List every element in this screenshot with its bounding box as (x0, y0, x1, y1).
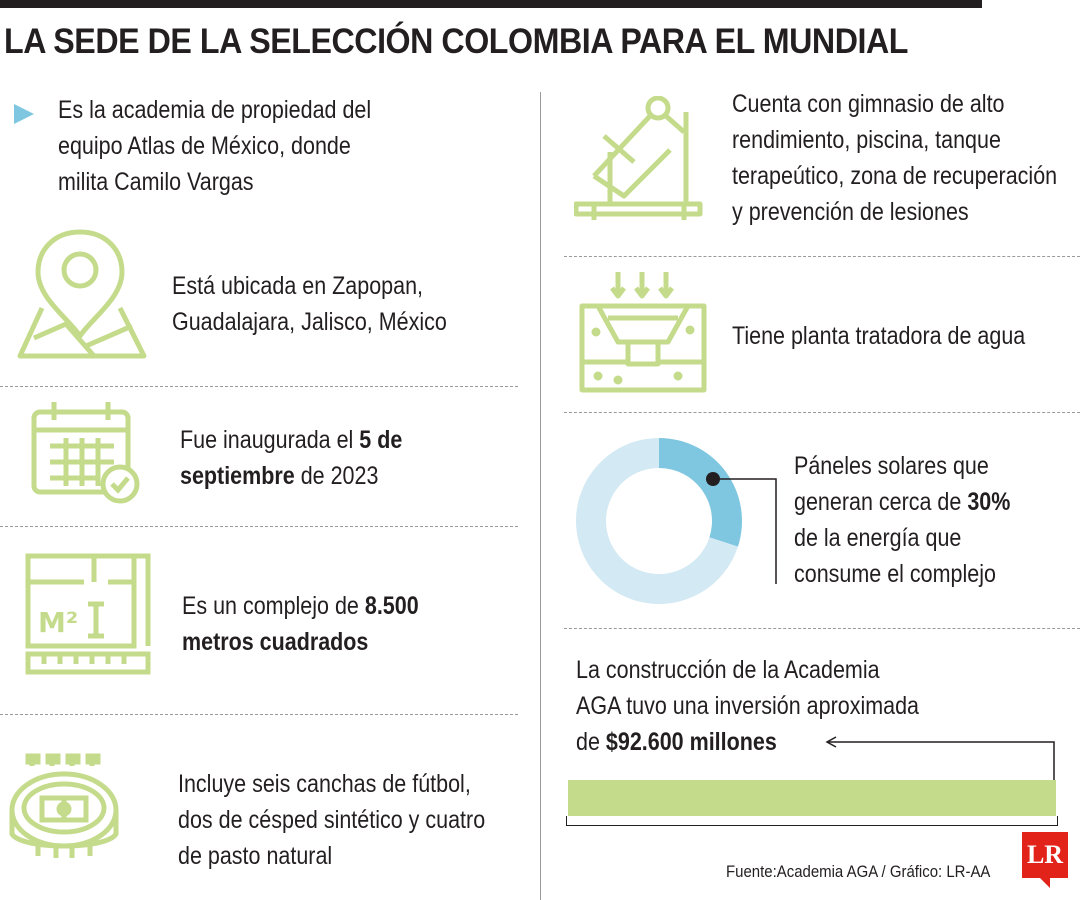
investment-amount: $92.600 millones (605, 728, 777, 756)
lr-logo-tail (1040, 878, 1050, 888)
divider (0, 714, 518, 715)
inauguration-line-2: septiembre de 2023 (180, 458, 402, 494)
water-text: Tiene planta tratadora de agua (732, 322, 1026, 350)
gym-line-4: y prevención de lesiones (732, 198, 969, 226)
gym-line-3: terapeútico, zona de recuperación (732, 162, 1058, 190)
inauguration-text: Fue inaugurada el 5 de septiembre de 202… (180, 422, 402, 494)
area-line-1-text: Es un complejo de (182, 592, 365, 620)
area-line-2: metros cuadrados (182, 624, 419, 660)
inauguration-month: septiembre (180, 462, 295, 490)
fields-line-2: dos de césped sintético y cuatro (178, 806, 486, 834)
investment-line-3-text: de (576, 728, 606, 756)
location-text: Está ubicada en Zapopan, Guadalajara, Ja… (172, 268, 447, 340)
fields-text: Incluye seis canchas de fútbol, dos de c… (178, 766, 485, 874)
intro-line-3: milita Camilo Vargas (58, 168, 254, 196)
area-text: Es un complejo de 8.500 metros cuadrados (182, 588, 419, 660)
column-divider (540, 92, 541, 900)
solar-line-2: generan cerca de 30% (794, 484, 1010, 520)
investment-line-3: de $92.600 millones (576, 724, 919, 760)
location-line-2: Guadalajara, Jalisco, México (172, 308, 447, 336)
area-line-1: Es un complejo de 8.500 (182, 588, 419, 624)
gym-line-1: Cuenta con gimnasio de alto (732, 90, 1005, 118)
divider (0, 386, 518, 387)
investment-text: La construcción de la Academia AGA tuvo … (576, 652, 919, 760)
donut-slice-solar (659, 438, 742, 547)
stadium-icon (8, 752, 120, 864)
svg-text:M²: M² (38, 606, 78, 639)
intro-line-1: Es la academia de propiedad del (58, 96, 372, 124)
floor-plan-icon: M² (24, 552, 154, 678)
inauguration-date: 5 de (359, 426, 403, 454)
page-title: LA SEDE DE LA SELECCIÓN COLOMBIA PARA EL… (4, 22, 908, 61)
lr-logo: LR (1022, 832, 1068, 878)
intro-line-2: equipo Atlas de México, donde (58, 132, 351, 160)
intro-text: Es la academia de propiedad del equipo A… (58, 92, 371, 200)
triangle-bullet-icon (14, 104, 34, 124)
solar-percentage: 30% (967, 488, 1011, 516)
top-rule (0, 0, 982, 8)
fields-line-3: de pasto natural (178, 842, 333, 870)
inauguration-year: de 2023 (294, 462, 379, 490)
inauguration-line-1: Fue inaugurada el 5 de (180, 422, 402, 458)
investment-line-1: La construcción de la Academia (576, 656, 880, 684)
solar-text: Páneles solares que generan cerca de 30%… (794, 448, 1010, 592)
source-credit: Fuente:Academia AGA / Gráfico: LR-AA (726, 862, 991, 881)
gym-line-2: rendimiento, piscina, tanque (732, 126, 1001, 154)
calendar-check-icon (30, 400, 144, 504)
investment-arrow-icon (824, 734, 1056, 782)
solar-line-1: Páneles solares que (794, 452, 989, 480)
area-value: 8.500 (364, 592, 419, 620)
gym-text: Cuenta con gimnasio de alto rendimiento,… (732, 86, 1057, 230)
divider (564, 412, 1080, 413)
divider (564, 628, 1080, 629)
fields-line-1: Incluye seis canchas de fútbol, (178, 770, 471, 798)
divider (564, 256, 1080, 257)
area-unit: metros cuadrados (182, 628, 369, 656)
investment-bar-base (566, 816, 1058, 826)
gym-machine-icon (574, 96, 704, 222)
solar-energy-donut-chart (576, 438, 742, 604)
location-line-1: Está ubicada en Zapopan, (172, 272, 424, 300)
investment-line-2: AGA tuvo una inversión aproximada (576, 692, 920, 720)
inauguration-line-1-text: Fue inaugurada el (180, 426, 360, 454)
donut-slice-rest (576, 438, 738, 604)
map-pin-icon (16, 228, 148, 360)
investment-bar (568, 780, 1056, 816)
solar-callout-line (706, 470, 786, 586)
solar-line-3: de la energía que (794, 524, 962, 552)
water-treatment-icon (578, 270, 708, 394)
solar-line-4: consume el complejo (794, 560, 996, 588)
solar-line-2-text: generan cerca de (794, 488, 968, 516)
divider (0, 526, 518, 527)
